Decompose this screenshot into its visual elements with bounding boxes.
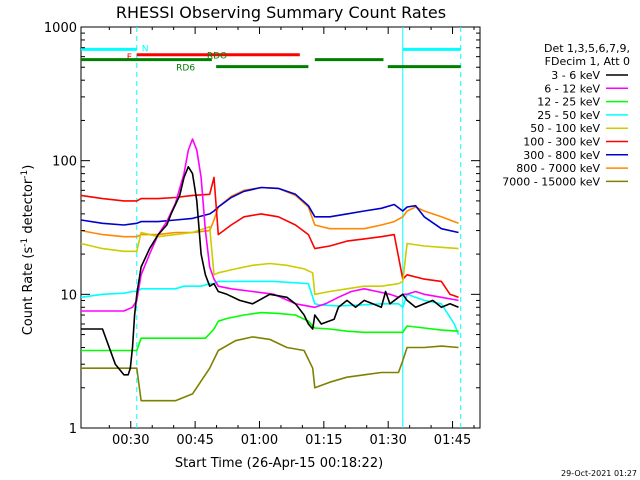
x-tick-label: 01:30 xyxy=(369,433,406,448)
series-line-3-6-kev-kev xyxy=(81,166,459,376)
legend-header-line-1: Det 1,3,5,6,7,9, xyxy=(544,42,630,55)
series-line-100-300-kev-kev xyxy=(80,176,459,299)
y-axis-label-mid: detector xyxy=(21,178,36,238)
legend-label: 100 - 300 keV xyxy=(523,136,600,149)
y-axis: 1 10 100 1000 xyxy=(44,21,480,437)
plot-border xyxy=(80,26,481,429)
x-tick-label: 01:00 xyxy=(241,433,278,448)
y-tick-label: 100 xyxy=(52,155,77,170)
series-lines xyxy=(80,138,460,402)
legend-label: 50 - 100 keV xyxy=(530,122,600,135)
y-axis-label-sup1: -1 xyxy=(20,238,30,247)
legend-label: 3 - 6 keV xyxy=(551,69,600,82)
y-axis-label-sup2: -1 xyxy=(20,170,30,179)
series-line-300-800-kev-kev xyxy=(80,186,459,234)
y-axis-label-end: ) xyxy=(21,165,36,170)
chart-title: RHESSI Observing Summary Count Rates xyxy=(116,3,446,22)
flag-label-rdo: RDO xyxy=(207,52,227,62)
series-line-25-50-kev-kev xyxy=(80,280,460,335)
y-tick-label: 1 xyxy=(69,422,77,437)
series-line-800-7000-kev-kev xyxy=(80,186,459,238)
flag-label-rd6: RD6 xyxy=(176,64,195,74)
x-axis-label: Start Time (26-Apr-15 00:18:22) xyxy=(175,456,383,471)
series-line-12-25-kev-kev xyxy=(81,311,459,352)
y-tick-label: 1000 xyxy=(44,21,77,36)
series-line-50-100-kev-kev xyxy=(80,226,459,296)
legend-label: 25 - 50 keV xyxy=(537,109,600,122)
flag-label-n: N xyxy=(142,44,149,54)
x-tick-label: 01:45 xyxy=(434,433,471,448)
legend-header-line-2: FDecim 1, Att 0 xyxy=(545,55,630,68)
legend-label: 300 - 800 keV xyxy=(523,149,600,162)
series-line-7000-15000-kev-kev xyxy=(81,336,459,402)
x-tick-label: 00:45 xyxy=(176,433,213,448)
x-tick-label: 00:30 xyxy=(112,433,149,448)
legend-label: 7000 - 15000 keV xyxy=(502,175,600,188)
legend-label: 12 - 25 keV xyxy=(537,96,600,109)
legend-label: 800 - 7000 keV xyxy=(516,162,600,175)
flag-label-f: F xyxy=(127,53,132,63)
y-tick-label: 10 xyxy=(60,288,77,303)
timestamp-footer: 29-Oct-2021 01:27 xyxy=(561,469,637,478)
y-axis-label-main: Count Rate (s xyxy=(21,247,36,336)
y-axis-label: Count Rate (s-1 detector-1) xyxy=(20,165,36,336)
x-tick-label: 01:15 xyxy=(305,433,342,448)
legend-label: 6 - 12 keV xyxy=(544,82,600,95)
status-flags: NF RDO RD6 xyxy=(81,44,461,74)
plot-frame xyxy=(80,26,481,429)
legend: Det 1,3,5,6,7,9, FDecim 1, Att 0 3 - 6 k… xyxy=(502,42,630,188)
x-axis: 00:30 00:45 01:00 01:15 01:30 01:45 xyxy=(108,27,475,448)
